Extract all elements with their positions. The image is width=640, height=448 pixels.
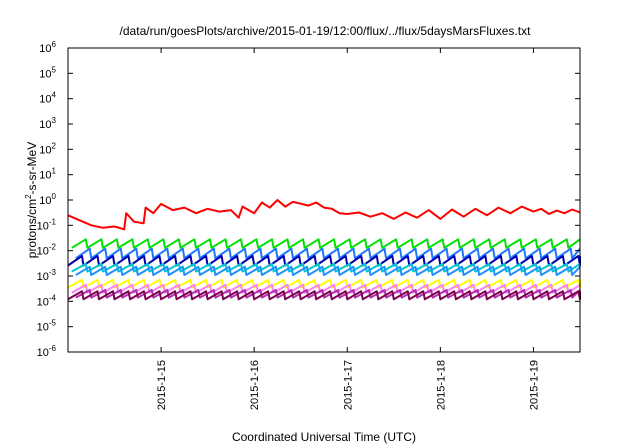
y-tick-label: 10-6 bbox=[37, 344, 57, 359]
series-line bbox=[67, 254, 581, 267]
y-tick-exponent: -1 bbox=[49, 217, 57, 226]
y-tick-exponent: -6 bbox=[49, 344, 57, 353]
plot-frame bbox=[67, 47, 581, 353]
y-tick-base: 10 bbox=[37, 220, 49, 232]
y-tick-label: 103 bbox=[39, 116, 56, 131]
x-tick-label: 2015-1-18 bbox=[435, 360, 447, 410]
y-tick-base: 10 bbox=[39, 68, 51, 80]
y-tick-base: 10 bbox=[39, 94, 51, 106]
y-tick-label: 100 bbox=[39, 192, 56, 207]
y-tick-base: 10 bbox=[37, 246, 49, 258]
y-tick-base: 10 bbox=[39, 43, 51, 55]
y-axis-ticks: 10610510410310210110010-110-210-310-410-… bbox=[37, 40, 580, 359]
y-tick-label: 10-5 bbox=[37, 319, 57, 334]
y-tick-exponent: 0 bbox=[52, 192, 57, 201]
y-tick-label: 10-1 bbox=[37, 217, 57, 232]
y-tick-exponent: -4 bbox=[49, 293, 57, 302]
y-tick-exponent: 3 bbox=[52, 116, 57, 125]
x-tick-label: 2015-1-15 bbox=[156, 360, 168, 410]
y-tick-exponent: 1 bbox=[52, 167, 57, 176]
y-tick-label: 104 bbox=[39, 91, 56, 106]
y-axis-label-pre: protons/cm bbox=[25, 199, 39, 258]
y-tick-label: 10-3 bbox=[37, 268, 57, 283]
y-tick-base: 10 bbox=[37, 271, 49, 283]
y-tick-base: 10 bbox=[37, 347, 49, 359]
y-tick-label: 102 bbox=[39, 141, 56, 156]
y-tick-exponent: 4 bbox=[52, 91, 57, 100]
y-tick-label: 10-4 bbox=[37, 293, 57, 308]
y-tick-label: 101 bbox=[39, 167, 56, 182]
y-axis-label-post: -s-sr-MeV bbox=[25, 142, 39, 195]
series-layer bbox=[67, 199, 581, 301]
x-tick-label: 2015-1-19 bbox=[528, 360, 540, 410]
y-tick-base: 10 bbox=[37, 296, 49, 308]
y-tick-label: 106 bbox=[39, 40, 56, 55]
y-tick-base: 10 bbox=[39, 195, 51, 207]
y-tick-exponent: -5 bbox=[49, 319, 57, 328]
x-tick-label: 2015-1-16 bbox=[249, 360, 261, 410]
chart-title: /data/run/goesPlots/archive/2015-01-19/1… bbox=[120, 24, 532, 38]
y-axis-label-sup: 2 bbox=[24, 194, 33, 199]
series-line bbox=[75, 247, 581, 260]
y-tick-base: 10 bbox=[39, 170, 51, 182]
y-tick-base: 10 bbox=[39, 144, 51, 156]
x-axis-label: Coordinated Universal Time (UTC) bbox=[232, 430, 416, 444]
y-tick-exponent: 2 bbox=[52, 141, 57, 150]
x-tick-label: 2015-1-17 bbox=[342, 360, 354, 410]
y-tick-label: 105 bbox=[39, 65, 56, 80]
y-tick-base: 10 bbox=[39, 119, 51, 131]
y-tick-exponent: 5 bbox=[52, 65, 57, 74]
y-axis-label: protons/cm2-s-sr-MeV bbox=[24, 142, 39, 258]
y-tick-label: 10-2 bbox=[37, 243, 57, 258]
y-tick-exponent: 6 bbox=[52, 40, 57, 49]
series-line bbox=[67, 199, 581, 231]
series-line bbox=[75, 265, 581, 276]
series-line bbox=[71, 238, 581, 249]
y-tick-base: 10 bbox=[37, 322, 49, 334]
x-axis-ticks: 2015-1-15 2015-1-16 2015-1-17 2015-1-18 2015… bbox=[156, 48, 540, 410]
series-line bbox=[67, 290, 581, 301]
y-tick-exponent: -2 bbox=[49, 243, 57, 252]
y-tick-exponent: -3 bbox=[49, 268, 57, 277]
